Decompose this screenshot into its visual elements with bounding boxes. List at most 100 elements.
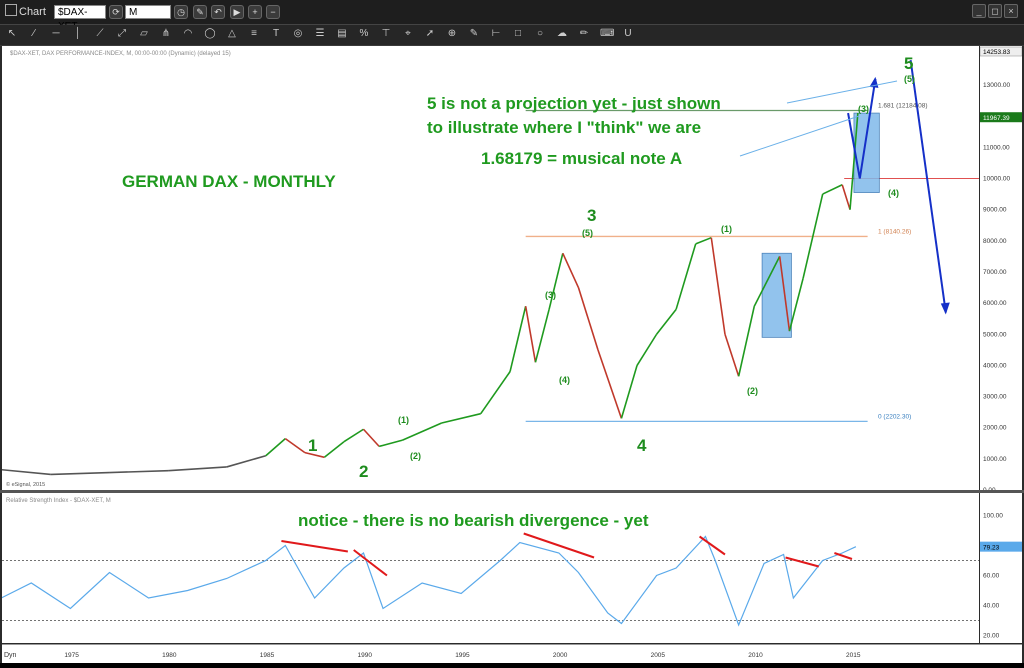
- divergence-line: [834, 552, 853, 560]
- divergence-line: [785, 556, 820, 568]
- rsi-tick-label: 100.00: [983, 513, 1003, 520]
- projection-down-line: [909, 59, 947, 313]
- price-segment: [265, 438, 286, 457]
- fib-1681-label: 1.681 (12184.08): [878, 102, 928, 109]
- restore-icon[interactable]: ◻: [988, 4, 1002, 18]
- symbol-input[interactable]: $DAX-XET: [54, 5, 106, 32]
- line-icon[interactable]: ∕: [33, 28, 35, 39]
- pencil-icon[interactable]: ✎: [193, 5, 207, 19]
- rsi-current-label: 79.23: [983, 545, 1000, 552]
- highlight-box-2011: [761, 252, 792, 338]
- pin-icon[interactable]: ⌖: [405, 28, 411, 39]
- circle-icon[interactable]: ○: [536, 28, 544, 39]
- vline-icon[interactable]: │: [74, 28, 82, 39]
- arc-icon[interactable]: ◠: [183, 28, 193, 39]
- price-segment: [753, 256, 781, 307]
- ellipse-icon[interactable]: ◯: [204, 28, 216, 39]
- note2-pointer-line: [739, 115, 860, 157]
- projection-zigzag: [847, 78, 877, 179]
- time-tick-label: 1975: [64, 652, 79, 659]
- close-icon[interactable]: ×: [1004, 4, 1018, 18]
- projection-arrowhead-down: [940, 302, 950, 315]
- wave-label: 2: [359, 462, 368, 481]
- lines-icon[interactable]: ☰: [315, 28, 325, 39]
- zoom-in-icon[interactable]: +: [248, 5, 262, 19]
- rsi-chart: Relative Strength Index - $DAX-XET, M not…: [0, 498, 979, 627]
- status-text: Dyn: [4, 652, 17, 659]
- price-tick-label: 11000.00: [983, 144, 1010, 151]
- list-icon[interactable]: ▤: [337, 28, 347, 39]
- note2-text: 1.68179 = musical note A: [481, 149, 682, 168]
- price-tick-label: 1000.00: [983, 456, 1007, 463]
- price-tick-label: 3000.00: [983, 394, 1007, 401]
- drawing-toolbar: ↖ ∕ ─ │ ⟋ ⤢ ▱ ⋔ ◠ ◯ △ ≡ T ◎ ☰ ▤% ⊤ ⌖ ➚ ⊕ ✎ ⊢ □ ○ ☁ ✏ ⌨ U: [0, 25, 1024, 46]
- rsi-current-box: [980, 541, 1022, 552]
- fib-icon[interactable]: ≡: [251, 28, 257, 39]
- tee-icon[interactable]: ⊤: [381, 28, 391, 39]
- price-tick-label: 5000.00: [983, 331, 1007, 338]
- keyboard-icon[interactable]: ⌨: [600, 28, 615, 39]
- wave-label: 5: [904, 54, 913, 73]
- price-segment: [362, 428, 380, 447]
- zoom-out-icon[interactable]: −: [266, 5, 280, 19]
- arrow-icon[interactable]: ➚: [425, 28, 435, 39]
- pitchfork-icon[interactable]: ⋔: [161, 28, 171, 39]
- price-current-label: 11967.39: [983, 115, 1010, 122]
- text-icon[interactable]: T: [272, 28, 280, 39]
- divergence-line: [353, 549, 388, 577]
- price-segment: [636, 333, 658, 366]
- play-icon[interactable]: ▶: [230, 5, 244, 19]
- ray-icon[interactable]: ⟋: [96, 28, 104, 39]
- wave-label: (4): [559, 375, 570, 385]
- price-segment: [441, 412, 481, 424]
- fib-0-label: 0 (2202.30): [878, 413, 911, 420]
- price-segment: [620, 365, 638, 419]
- price-chart: 1.681 (12184.08) 1 (8140.26) 0 (2202.30) $D…: [0, 51, 979, 488]
- time-tick-label: 2010: [748, 652, 763, 659]
- time-tick-label: 2015: [846, 652, 861, 659]
- price-segment: [0, 468, 51, 476]
- rsi-tick-label: 60.00: [983, 573, 1000, 580]
- triangle-icon[interactable]: △: [228, 28, 236, 39]
- price-segment: [724, 334, 740, 377]
- undo-icon[interactable]: ↶: [211, 5, 225, 19]
- rsi-line: [0, 535, 857, 627]
- time-tick-label: 2005: [651, 652, 666, 659]
- channel-icon[interactable]: ▱: [140, 28, 148, 39]
- magnet-icon[interactable]: U: [624, 28, 632, 39]
- window-title: Chart: [19, 6, 46, 18]
- minimize-icon[interactable]: _: [972, 4, 986, 18]
- hline-icon[interactable]: ─: [52, 28, 60, 39]
- clock-icon[interactable]: ◷: [174, 5, 188, 19]
- wave-label: (1): [398, 415, 409, 425]
- brush-icon[interactable]: ✎: [469, 28, 479, 39]
- price-segment: [509, 306, 527, 372]
- wave-label: 4: [637, 436, 647, 455]
- price-segment: [548, 253, 564, 310]
- wave-label: 1: [308, 436, 317, 455]
- rsi-tick-label: 40.00: [983, 603, 1000, 610]
- square-icon[interactable]: □: [514, 28, 522, 39]
- target-icon[interactable]: ◎: [293, 28, 303, 39]
- chart-title: GERMAN DAX - MONTHLY: [122, 172, 336, 191]
- refresh-icon[interactable]: ⟳: [109, 5, 123, 19]
- price-segment: [226, 454, 267, 468]
- price-segment: [802, 193, 824, 279]
- price-segment: [577, 287, 599, 351]
- time-tick-label: 2000: [553, 652, 568, 659]
- trend-icon[interactable]: ⤢: [118, 28, 126, 39]
- pencil-icon[interactable]: ✏: [579, 28, 589, 39]
- rsi-panel: Relative Strength Index - $DAX-XET, M not…: [0, 493, 979, 643]
- price-segment: [168, 466, 227, 472]
- copyright-text: © eSignal, 2015: [6, 481, 45, 488]
- percent-icon[interactable]: %: [359, 28, 369, 39]
- zoom-icon[interactable]: ⊕: [447, 28, 457, 39]
- interval-select[interactable]: M: [125, 5, 171, 19]
- time-tick-label: 1995: [455, 652, 470, 659]
- cloud-icon[interactable]: ☁: [557, 28, 567, 39]
- panel-divider[interactable]: [0, 490, 1024, 493]
- measure-icon[interactable]: ⊢: [491, 28, 501, 39]
- price-tick-label: 6000.00: [983, 300, 1007, 307]
- cursor-icon[interactable]: ↖: [7, 28, 17, 39]
